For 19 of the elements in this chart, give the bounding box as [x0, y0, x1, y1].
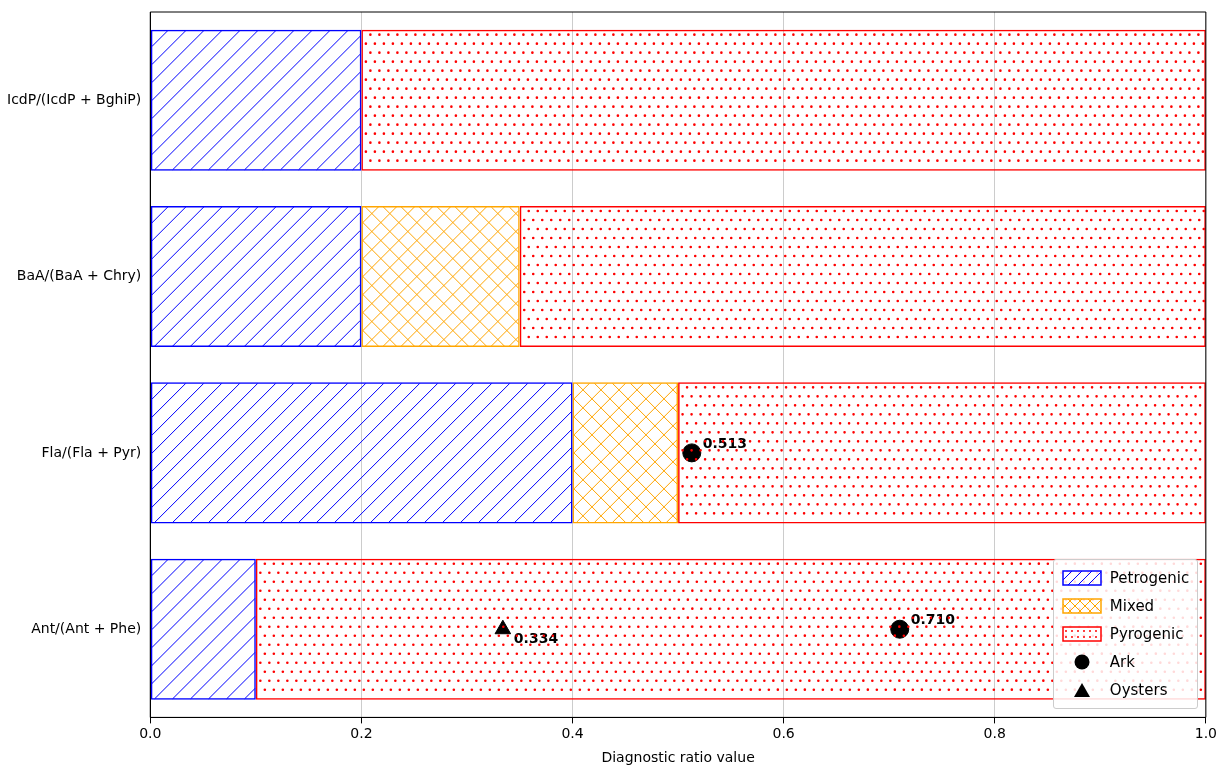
legend-label: Pyrogenic [1109, 625, 1184, 644]
data-label: 0.710 [910, 610, 956, 627]
y-tick-label: BaA/(BaA + Chry) [16, 267, 142, 284]
y-tick-label: Fla/(Fla + Pyr) [41, 443, 142, 460]
x-tick-label: 0.2 [350, 725, 373, 742]
x-tick-label: 0.6 [772, 725, 795, 742]
legend-label: Oysters [1109, 681, 1168, 700]
x-tick-label: 0.4 [561, 725, 584, 742]
data-label: 0.334 [513, 629, 559, 646]
x-tick-label: 0.0 [139, 725, 162, 742]
x-axis-title: Diagnostic ratio value [601, 749, 755, 766]
data-label: 0.513 [702, 434, 748, 451]
x-tick-label: 0.8 [983, 725, 1006, 742]
y-tick-label: Ant/(Ant + Phe) [31, 619, 142, 636]
x-tick-label: 1.0 [1194, 725, 1217, 742]
legend-label: Petrogenic [1109, 569, 1190, 588]
legend-label: Mixed [1109, 597, 1155, 616]
legend-label: Ark [1109, 653, 1135, 672]
y-tick-label: IcdP/(IcdP + BghiP) [7, 90, 142, 107]
